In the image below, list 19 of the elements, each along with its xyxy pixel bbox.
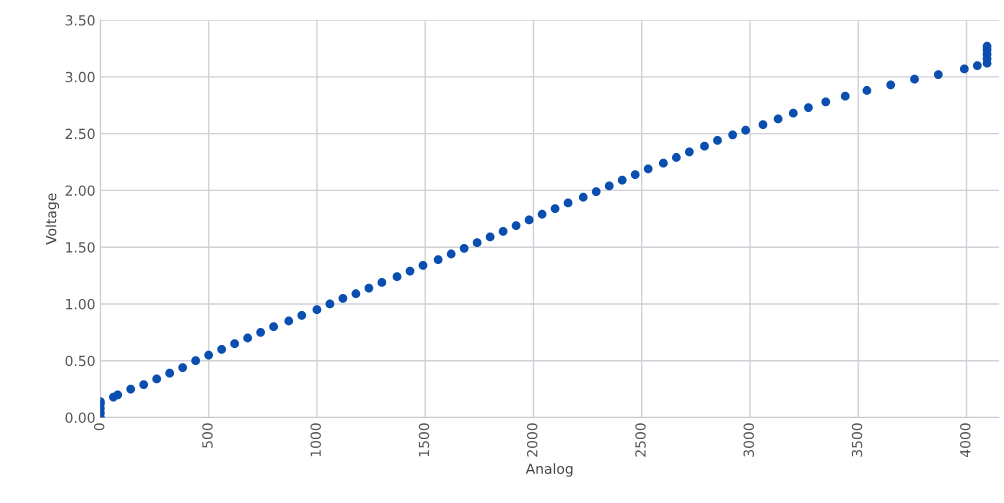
x-tick-label: 3500	[851, 423, 863, 457]
y-axis-title: Voltage	[45, 193, 60, 245]
x-tick-label: 1000	[310, 423, 321, 457]
x-tick-label: 1500	[418, 423, 430, 457]
y-tick-label: 0.00	[65, 412, 95, 423]
x-tick-label: 2000	[526, 423, 538, 457]
x-tick-label: 3000	[743, 423, 755, 457]
y-tick-label: 2.50	[65, 128, 95, 140]
y-tick-label: 3.00	[65, 71, 95, 83]
x-tick-label: 0	[93, 423, 105, 431]
x-axis-title: Analog	[525, 463, 573, 477]
y-tick-label: 1.50	[66, 242, 95, 253]
y-tick-label: 0.50	[65, 355, 95, 367]
y-tick-label: 3.50	[65, 15, 95, 26]
x-tick-label: 4000	[960, 423, 971, 458]
x-tick-label: 2500	[635, 423, 646, 457]
x-tick-label: 500	[202, 423, 213, 448]
y-tick-label: 1.00	[66, 298, 95, 310]
y-tick-label: 2.00	[65, 185, 95, 196]
